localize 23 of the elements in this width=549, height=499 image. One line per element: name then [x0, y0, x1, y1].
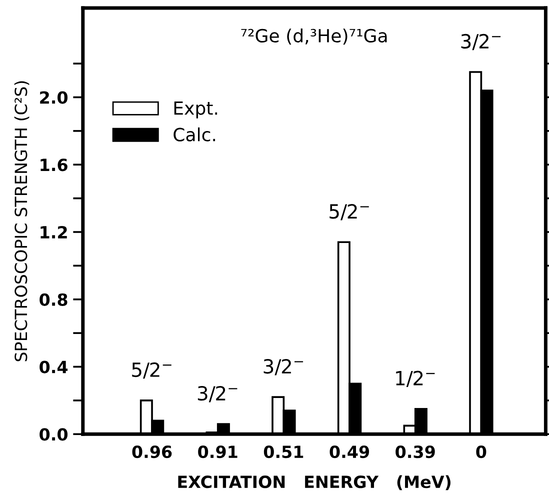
- legend-label: Calc.: [174, 127, 216, 142]
- y-tick-label: 1.2: [40, 226, 67, 238]
- x-tick-label: 0.91: [198, 446, 238, 458]
- annotation: 3/2$^{−}$: [198, 386, 238, 402]
- annotation: 5/2$^{−}$: [330, 204, 369, 220]
- annotation: 3/2$^{−}$: [264, 359, 304, 376]
- y-tick-label: 1.6: [40, 158, 68, 172]
- annotation: 5/2$^{−}$: [132, 362, 172, 379]
- y-tick-label: 0.4: [40, 360, 68, 374]
- x-tick-label: 0: [476, 446, 486, 458]
- annotation: 3/2$^{−}$: [461, 34, 501, 50]
- x-axis-title: EXCITATION ENERGY (MeV): [178, 475, 450, 490]
- y-axis-title: SPECTROSCOPIC STRENGTH (C²S): [14, 81, 30, 362]
- x-tick-label: 0.49: [330, 446, 370, 458]
- x-tick-label: 0.51: [264, 446, 304, 458]
- y-tick-label: 0.8: [40, 293, 68, 306]
- text: ⁷²Ge (d,³He)⁷¹Ga: [241, 28, 387, 45]
- y-tick-label: 2.0: [40, 91, 68, 104]
- legend-label: Expt.: [174, 101, 218, 118]
- y-tick-label: 0.0: [40, 428, 68, 441]
- annotation: 1/2$^{−}$: [396, 370, 435, 388]
- x-tick-label: 0.96: [132, 446, 172, 458]
- x-tick-label: 0.39: [396, 446, 435, 458]
